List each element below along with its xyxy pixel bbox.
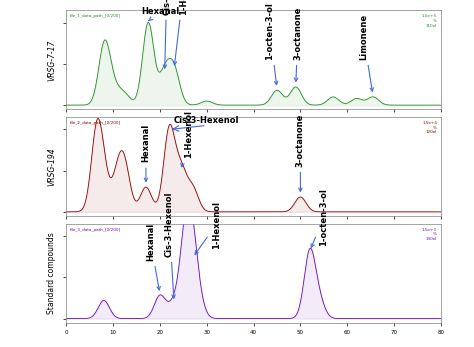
Text: 1.5e+3
%
130el: 1.5e+3 % 130el: [422, 228, 437, 241]
Text: Cis-3-Hexenol: Cis-3-Hexenol: [163, 0, 172, 68]
Text: file_2_data_path_[0/200]: file_2_data_path_[0/200]: [70, 121, 121, 125]
Y-axis label: VRSG-7-17: VRSG-7-17: [47, 39, 56, 81]
Text: file_3_data_path_[0/200]: file_3_data_path_[0/200]: [70, 228, 121, 232]
Y-axis label: Standard compounds: Standard compounds: [47, 232, 56, 314]
Text: Hexanal: Hexanal: [141, 124, 150, 181]
Text: 1-Hexenol: 1-Hexenol: [195, 201, 220, 254]
Text: Hexanal: Hexanal: [141, 7, 179, 21]
Text: 1-Hexenol: 1-Hexenol: [181, 110, 192, 167]
Text: 3-octanone: 3-octanone: [293, 7, 302, 81]
Text: file_1_data_path_[0/200]: file_1_data_path_[0/200]: [70, 14, 121, 18]
Text: 3-octanone: 3-octanone: [296, 113, 305, 191]
Text: 1-octen-3-ol: 1-octen-3-ol: [311, 188, 328, 247]
Text: Limonene: Limonene: [359, 14, 374, 91]
Text: 1-octen-3-ol: 1-octen-3-ol: [265, 2, 278, 85]
Text: Cis-3-Hexenol: Cis-3-Hexenol: [165, 191, 175, 298]
Text: 1-Hexenol: 1-Hexenol: [173, 0, 188, 65]
Text: 1.5e+5
%
110el: 1.5e+5 % 110el: [422, 14, 437, 27]
Text: Cis-3-Hexenol: Cis-3-Hexenol: [174, 116, 239, 125]
Text: Hexanal: Hexanal: [146, 223, 160, 290]
Y-axis label: VRSG-194: VRSG-194: [47, 147, 56, 186]
Text: 1.5e+4
%
120el: 1.5e+4 % 120el: [422, 121, 437, 134]
